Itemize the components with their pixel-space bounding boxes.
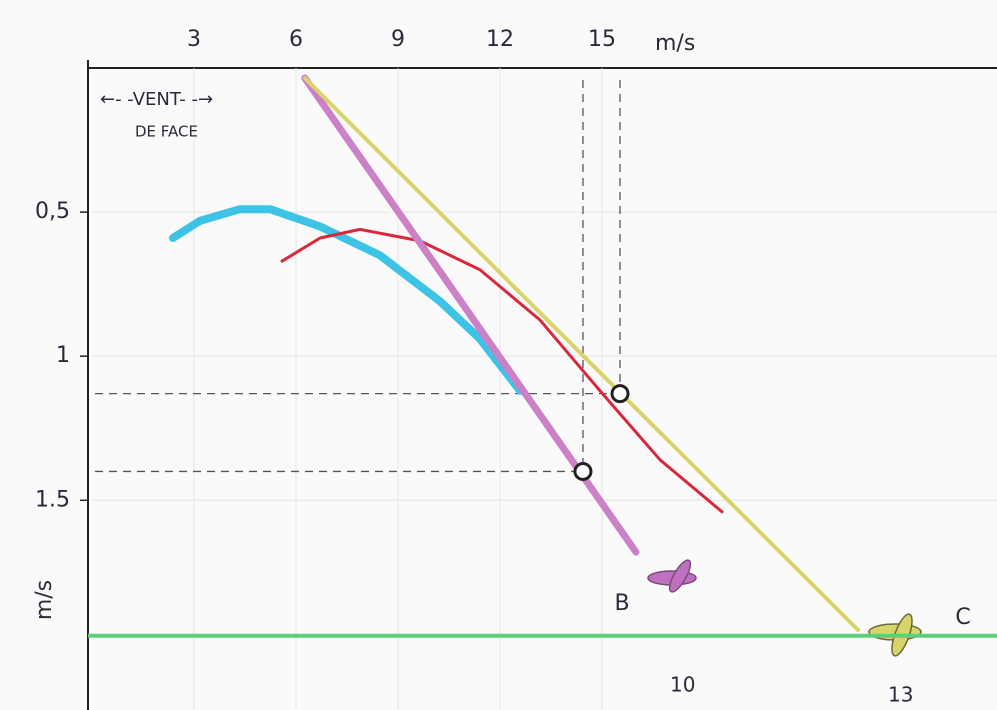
annotation: 10 [670, 673, 695, 697]
annotation: ←- -VENT- -→ [100, 89, 213, 110]
series-line [280, 227, 724, 514]
x-axis-label: m/s [655, 31, 695, 56]
annotation: 13 [888, 683, 913, 707]
y-axis-label: m/s [32, 580, 57, 620]
series-line [302, 76, 861, 632]
x-tick-label: 3 [187, 27, 201, 52]
y-tick-label: 0,5 [35, 199, 70, 224]
marker-point [573, 461, 593, 481]
x-tick-label: 12 [486, 27, 514, 52]
y-tick-label: 1 [56, 343, 70, 368]
x-tick-label: 15 [588, 27, 616, 52]
marker-point [610, 384, 630, 404]
y-tick-label: 1.5 [35, 487, 70, 512]
series-line [168, 205, 525, 395]
series-label: C [955, 605, 970, 630]
series-line [301, 74, 640, 556]
annotation: DE FACE [135, 123, 198, 141]
series-label: B [614, 591, 629, 616]
x-tick-label: 6 [289, 27, 303, 52]
plane-b-icon [647, 559, 697, 593]
x-tick-label: 9 [391, 27, 405, 52]
